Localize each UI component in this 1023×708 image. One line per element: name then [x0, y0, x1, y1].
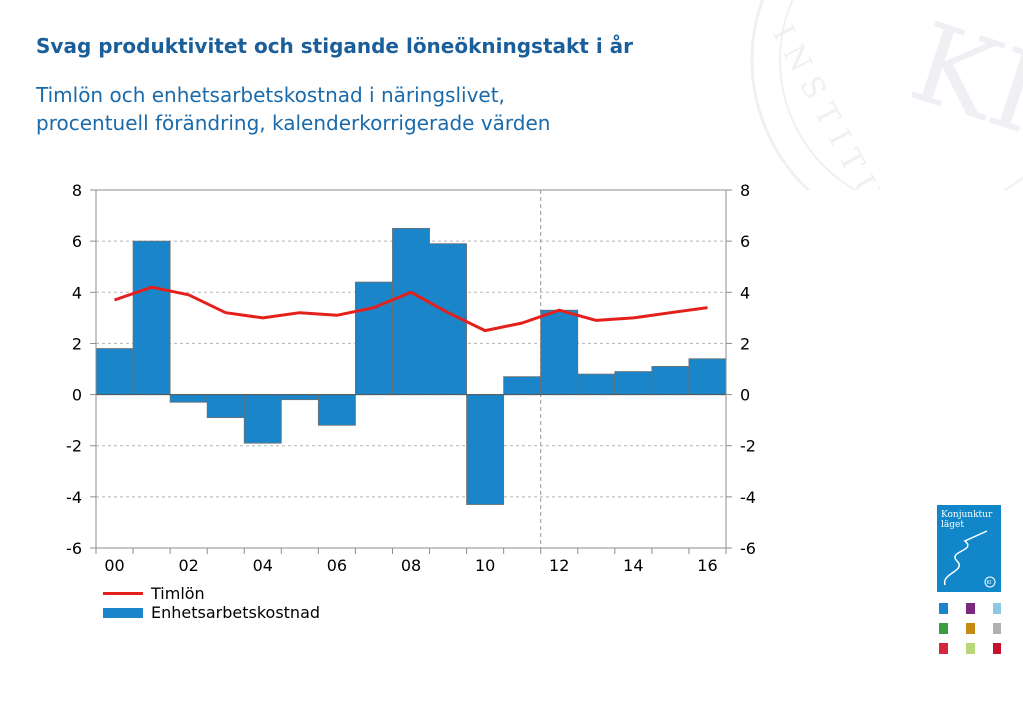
- y-tick-label-left: 8: [72, 181, 82, 200]
- x-tick-label: 10: [475, 556, 495, 575]
- bar: [466, 394, 505, 505]
- y-tick-label-right: 6: [740, 232, 750, 251]
- legend-item-enhetsarbetskostnad: Enhetsarbetskostnad: [103, 603, 320, 622]
- legend-label-enhetsarbetskostnad: Enhetsarbetskostnad: [151, 603, 321, 622]
- cover-seal: [984, 576, 996, 588]
- axis-ticks: [90, 189, 732, 554]
- plot-frame: [95, 189, 727, 549]
- report-thumbnail: [939, 603, 948, 614]
- y-tick-label-left: -2: [66, 437, 82, 456]
- legend-item-timlon: Timlön: [103, 584, 320, 603]
- report-thumbnail: [966, 643, 975, 654]
- report-thumbnails: [939, 603, 1001, 654]
- bar: [243, 394, 282, 444]
- report-thumbnail: [993, 623, 1001, 634]
- bar: [577, 373, 616, 395]
- line-series: [114, 285, 708, 333]
- bar: [132, 240, 171, 395]
- x-tick-label: 08: [401, 556, 421, 575]
- report-thumbnail: [993, 603, 1001, 614]
- y-tick-label-left: 0: [72, 386, 82, 405]
- x-tick-label: 12: [549, 556, 569, 575]
- bar: [392, 227, 430, 395]
- bar: [280, 394, 319, 401]
- subtitle-line-1: Timlön och enhetsarbetskostnad i närings…: [36, 83, 505, 107]
- y-tick-label-left: 4: [72, 283, 82, 302]
- bar: [169, 394, 208, 403]
- cover-title-line-2: läget: [941, 520, 964, 530]
- bar: [503, 376, 542, 395]
- institute-watermark-seal: KI INSTITUTET: [750, 0, 1023, 190]
- y-tick-label-right: 0: [740, 386, 750, 405]
- report-thumbnail: [966, 623, 975, 634]
- cover-title-line-1: Konjunktur: [941, 510, 993, 520]
- report-thumbnail: [993, 643, 1001, 654]
- legend-swatch-bar: [103, 607, 143, 618]
- x-axis: 00 02 04 06 08 10 12 14 16: [104, 556, 717, 575]
- subtitle-line-2: procentuell förändring, kalenderkorriger…: [36, 111, 551, 135]
- legend: Timlön Enhetsarbetskostnad: [103, 584, 320, 622]
- bar-series: [95, 227, 727, 505]
- chart-subtitle: Timlön och enhetsarbetskostnad i närings…: [36, 81, 550, 137]
- y-tick-label-left: -6: [66, 539, 82, 558]
- legend-label-timlon: Timlön: [151, 584, 205, 603]
- x-tick-label: 14: [623, 556, 643, 575]
- y-tick-label-right: -2: [740, 437, 756, 456]
- y-tick-label-left: 2: [72, 334, 82, 353]
- x-tick-label: 04: [253, 556, 273, 575]
- bar: [206, 394, 245, 418]
- line-timlon: [114, 285, 708, 333]
- cover-seal-text: KI: [987, 580, 992, 586]
- y-tick-label-right: 2: [740, 334, 750, 353]
- y-tick-label-left: -4: [66, 488, 82, 507]
- cover-wave-icon: [944, 530, 988, 586]
- y-axis-right: 8 6 4 2 0 -2 -4 -6: [740, 181, 756, 558]
- y-tick-label-left: 6: [72, 232, 82, 251]
- bar: [95, 348, 134, 395]
- report-thumbnail: [939, 623, 948, 634]
- y-tick-label-right: 8: [740, 181, 750, 200]
- bar: [355, 281, 393, 395]
- legend-swatch-line: [103, 592, 143, 595]
- bar: [688, 358, 727, 395]
- report-thumbnail: [939, 643, 948, 654]
- x-tick-label: 00: [104, 556, 124, 575]
- y-axis-left: 8 6 4 2 0 -2 -4 -6: [66, 181, 82, 558]
- x-tick-label: 06: [327, 556, 347, 575]
- y-tick-label-right: -6: [740, 539, 756, 558]
- y-tick-label-right: -4: [740, 488, 756, 507]
- bar: [317, 394, 356, 426]
- page-title: Svag produktivitet och stigande löneökni…: [36, 34, 634, 58]
- y-tick-label-right: 4: [740, 283, 750, 302]
- report-thumbnail: [966, 603, 975, 614]
- x-tick-label: 16: [697, 556, 717, 575]
- report-cover-thumbnail: Konjunktur läget KI: [937, 505, 1001, 592]
- bar: [540, 309, 579, 395]
- bar: [614, 371, 653, 395]
- bar: [651, 366, 690, 395]
- x-tick-label: 02: [178, 556, 198, 575]
